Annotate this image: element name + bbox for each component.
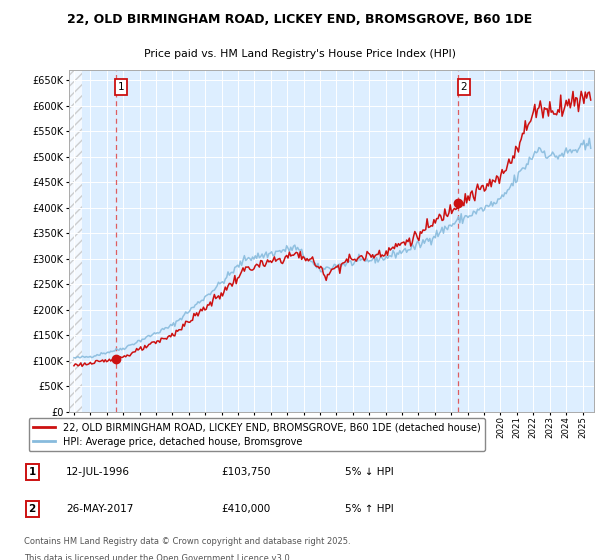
- Text: £410,000: £410,000: [221, 504, 270, 514]
- Text: 22, OLD BIRMINGHAM ROAD, LICKEY END, BROMSGROVE, B60 1DE: 22, OLD BIRMINGHAM ROAD, LICKEY END, BRO…: [67, 13, 533, 26]
- Text: Contains HM Land Registry data © Crown copyright and database right 2025.: Contains HM Land Registry data © Crown c…: [23, 537, 350, 546]
- Text: 2: 2: [460, 82, 467, 92]
- Text: 2: 2: [28, 504, 36, 514]
- Text: Price paid vs. HM Land Registry's House Price Index (HPI): Price paid vs. HM Land Registry's House …: [144, 49, 456, 59]
- Text: This data is licensed under the Open Government Licence v3.0.: This data is licensed under the Open Gov…: [23, 554, 292, 560]
- Text: 1: 1: [118, 82, 125, 92]
- Text: 5% ↑ HPI: 5% ↑ HPI: [345, 504, 394, 514]
- Text: 12-JUL-1996: 12-JUL-1996: [66, 468, 130, 478]
- Text: 26-MAY-2017: 26-MAY-2017: [66, 504, 133, 514]
- Text: 1: 1: [28, 468, 36, 478]
- Text: £103,750: £103,750: [221, 468, 271, 478]
- Bar: [69, 70, 82, 412]
- Legend: 22, OLD BIRMINGHAM ROAD, LICKEY END, BROMSGROVE, B60 1DE (detached house), HPI: : 22, OLD BIRMINGHAM ROAD, LICKEY END, BRO…: [29, 418, 485, 451]
- Text: 5% ↓ HPI: 5% ↓ HPI: [345, 468, 394, 478]
